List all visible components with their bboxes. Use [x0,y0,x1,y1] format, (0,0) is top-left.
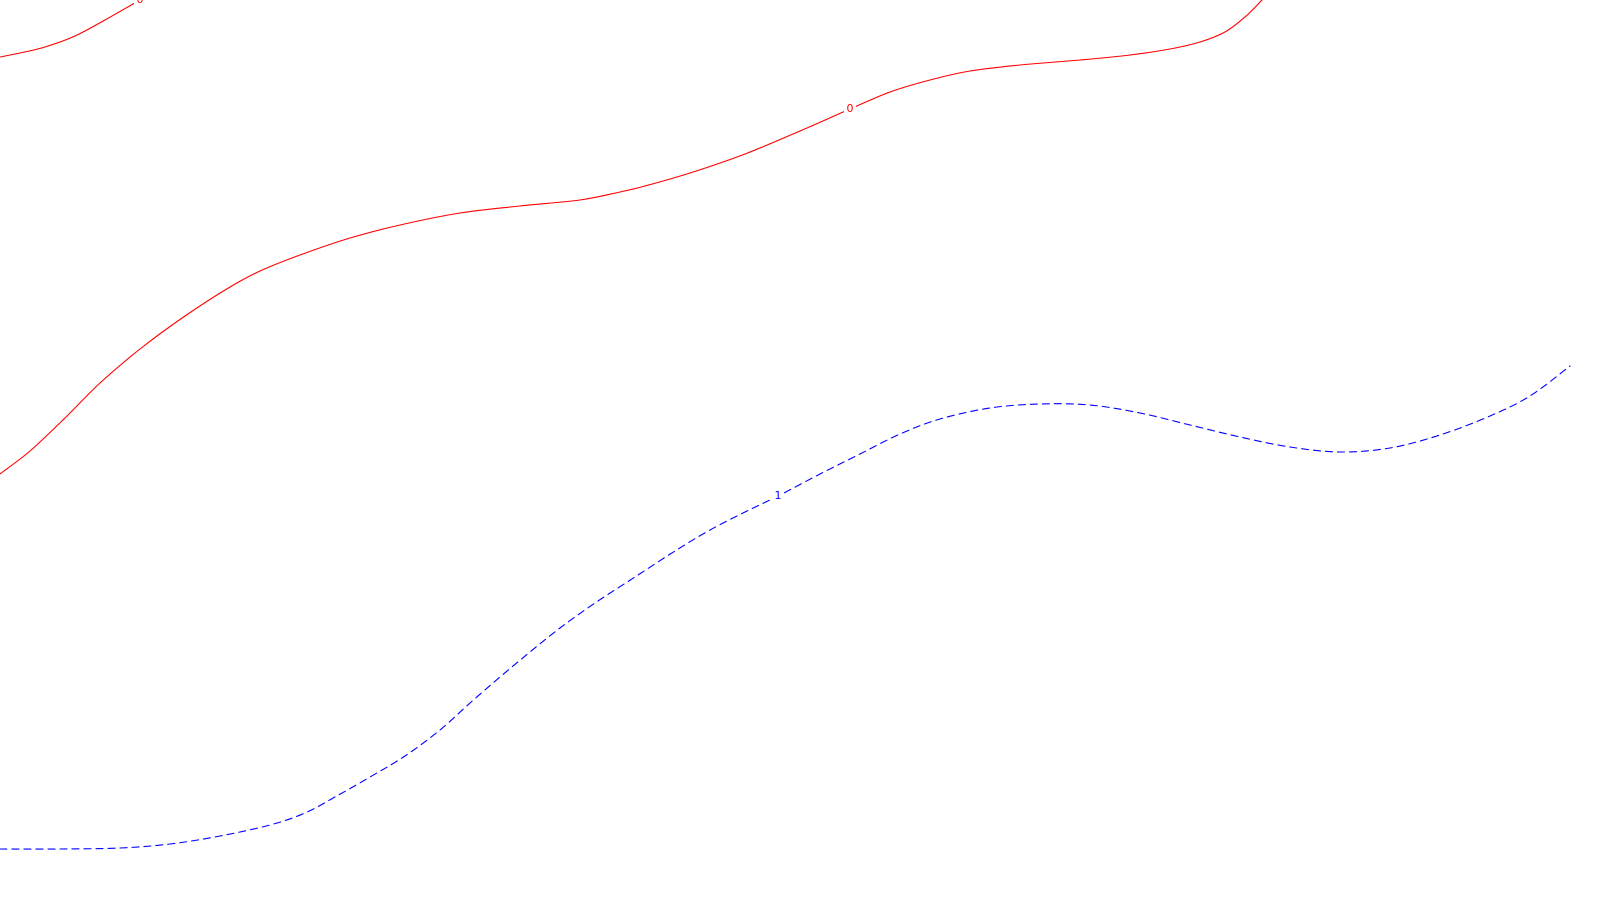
contour-label-bg-0 [134,0,146,6]
contour-labels: 0 0 1 [134,0,856,502]
contour-line-1 [0,0,1263,475]
contour-line-0 [0,0,141,58]
contour-label-0: 0 [137,0,144,6]
contour-label-bg-1 [844,103,856,115]
contour-lines [0,0,1571,850]
contour-label-2: 1 [775,489,782,502]
contour-label-bg-2 [772,490,784,502]
contour-label-1: 0 [847,102,854,115]
contour-line-2 [0,365,1571,850]
